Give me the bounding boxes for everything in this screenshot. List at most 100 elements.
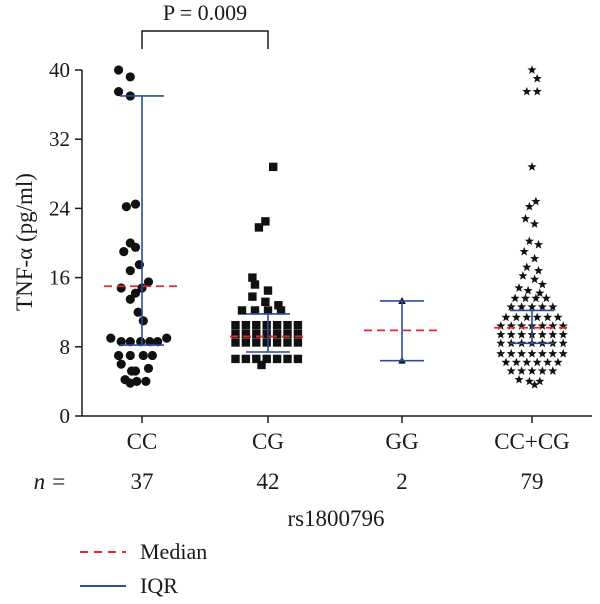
data-point <box>293 329 303 339</box>
data-point <box>558 321 568 330</box>
data-point <box>511 357 521 367</box>
data-point <box>241 354 251 364</box>
n-value: 79 <box>521 469 544 494</box>
x-axis-label: rs1800796 <box>287 506 384 531</box>
data-point <box>553 357 563 367</box>
data-point <box>527 366 537 375</box>
data-point <box>532 357 542 367</box>
y-tick-label: 40 <box>49 58 70 82</box>
data-point <box>125 350 135 361</box>
data-point <box>261 217 270 226</box>
data-point <box>241 338 251 347</box>
n-label: n = <box>34 469 67 494</box>
data-point <box>116 337 126 347</box>
data-point <box>252 354 261 364</box>
data-points <box>106 65 568 389</box>
significance-bracket-line <box>141 30 269 49</box>
x-axis: CC CG GG CC+CG <box>82 415 592 454</box>
data-point <box>537 279 547 289</box>
data-point <box>114 87 124 97</box>
data-point <box>518 271 528 280</box>
data-point <box>293 354 303 364</box>
data-point <box>252 338 261 347</box>
data-point <box>514 283 524 292</box>
data-point <box>524 201 534 211</box>
x-category-label: GG <box>385 429 418 454</box>
data-point <box>506 348 516 358</box>
data-point <box>527 348 537 358</box>
data-point <box>517 329 527 339</box>
data-point <box>537 366 547 375</box>
data-point <box>231 338 240 347</box>
data-point <box>519 246 529 256</box>
data-point <box>272 354 282 364</box>
data-point <box>527 302 537 311</box>
data-point <box>237 306 247 315</box>
data-point <box>548 302 558 311</box>
data-point <box>535 288 545 298</box>
data-point <box>520 213 531 223</box>
data-point <box>116 359 126 369</box>
data-point <box>501 312 511 322</box>
p-value-label: P = 0.009 <box>163 0 247 25</box>
data-point <box>263 306 273 315</box>
data-point <box>252 320 261 330</box>
data-point <box>532 73 542 83</box>
data-point <box>276 306 286 315</box>
data-point <box>293 320 303 330</box>
data-point <box>524 376 534 386</box>
data-point <box>283 354 292 364</box>
data-point <box>293 338 303 347</box>
data-point <box>506 321 516 330</box>
data-point <box>241 320 251 330</box>
n-values: 37 42 2 79 <box>131 469 544 494</box>
significance-bracket: P = 0.009 <box>141 0 269 49</box>
data-point <box>143 363 154 374</box>
data-point <box>231 354 240 364</box>
data-point <box>501 357 511 367</box>
data-point <box>537 329 547 339</box>
data-point <box>506 329 516 339</box>
y-tick-label: 24 <box>49 196 71 220</box>
data-point <box>114 65 124 75</box>
data-point <box>136 337 146 347</box>
data-point <box>248 292 257 301</box>
data-point <box>263 286 273 295</box>
data-point <box>530 274 540 284</box>
x-category-label: CG <box>252 429 284 454</box>
data-point <box>558 329 568 339</box>
data-point <box>130 366 141 376</box>
data-point <box>524 236 534 246</box>
y-axis-label: TNF-α (pg/ml) <box>12 173 37 311</box>
data-point <box>269 162 278 172</box>
data-point <box>138 316 148 326</box>
data-point <box>141 376 151 386</box>
x-category-label: CC <box>127 429 158 454</box>
data-point <box>262 320 271 330</box>
data-point <box>283 320 292 330</box>
data-point <box>272 329 282 339</box>
data-point <box>506 302 516 311</box>
data-point <box>106 333 116 343</box>
data-point <box>125 266 135 276</box>
data-point <box>506 366 516 375</box>
data-point <box>532 86 542 96</box>
data-point <box>130 199 141 209</box>
data-point <box>250 280 260 289</box>
data-point <box>125 378 135 388</box>
data-point <box>283 329 292 339</box>
data-point <box>537 302 547 311</box>
data-point <box>522 312 532 322</box>
legend-median-label: Median <box>140 539 207 564</box>
data-point <box>147 350 157 361</box>
data-point <box>522 86 532 96</box>
data-point <box>130 288 141 298</box>
data-point <box>125 294 135 304</box>
data-point <box>558 348 568 358</box>
x-category-label: CC+CG <box>494 429 570 454</box>
data-point <box>231 320 240 330</box>
data-point <box>531 293 541 303</box>
y-tick-label: 0 <box>60 404 71 428</box>
data-point <box>162 333 172 343</box>
